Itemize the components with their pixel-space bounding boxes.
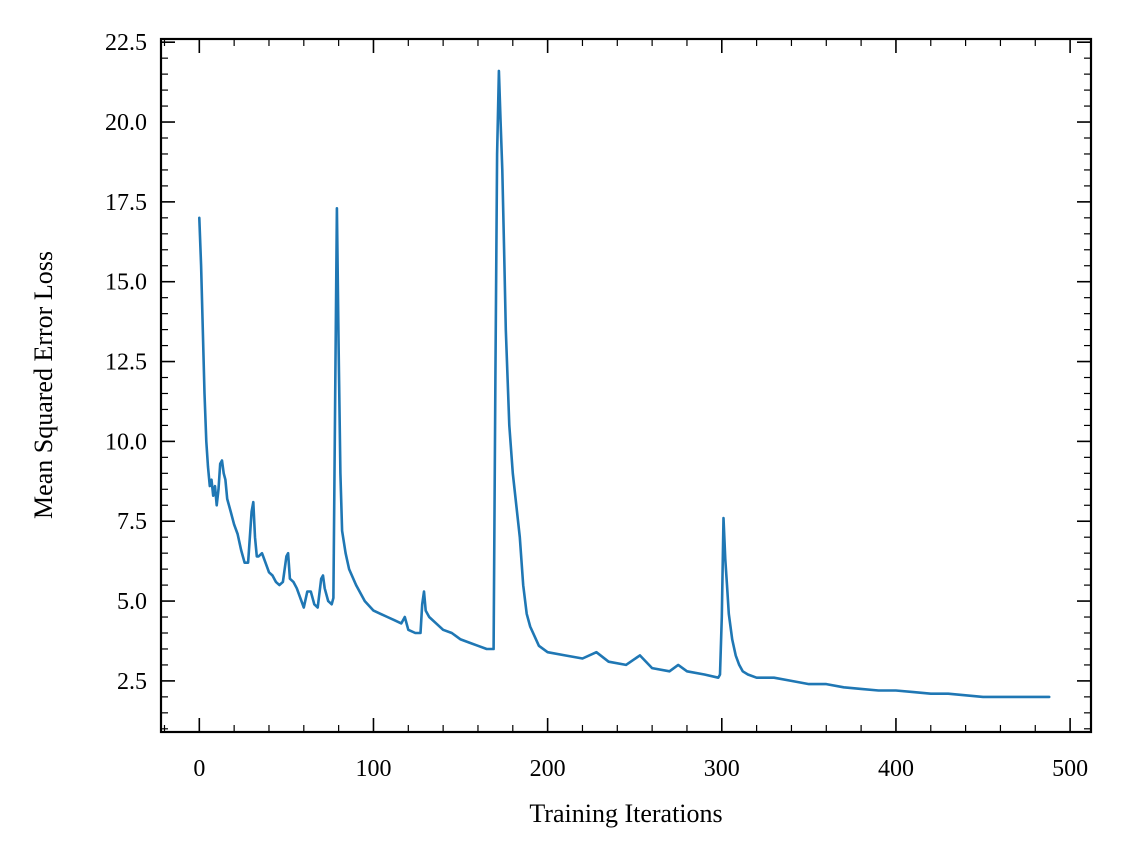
y-axis-label: Mean Squared Error Loss — [29, 251, 58, 519]
tick-labels: 0 100 200 300 400 500 2.5 5.0 7.5 10.0 12.5 15.0 17.… — [105, 30, 1088, 782]
y-tick-label: 7.5 — [117, 509, 147, 535]
x-axis-label: Training Iterations — [529, 799, 722, 828]
x-tick-label: 400 — [878, 756, 914, 782]
y-tick-label: 10.0 — [105, 429, 147, 455]
x-tick-label: 100 — [355, 756, 391, 782]
series-line — [198, 69, 1051, 699]
y-tick-label: 22.5 — [105, 30, 147, 56]
ticks — [161, 39, 1091, 732]
y-tick-label: 20.0 — [105, 110, 147, 136]
y-tick-label: 2.5 — [117, 669, 147, 695]
x-tick-label: 0 — [193, 756, 205, 782]
x-tick-label: 300 — [704, 756, 740, 782]
y-tick-label: 12.5 — [105, 350, 147, 376]
y-tick-label: 17.5 — [105, 190, 147, 216]
x-tick-label: 200 — [530, 756, 566, 782]
plot-frame — [159, 37, 1093, 734]
x-tick-label: 500 — [1052, 756, 1088, 782]
y-tick-label: 15.0 — [105, 270, 147, 296]
y-tick-label: 5.0 — [117, 589, 147, 615]
